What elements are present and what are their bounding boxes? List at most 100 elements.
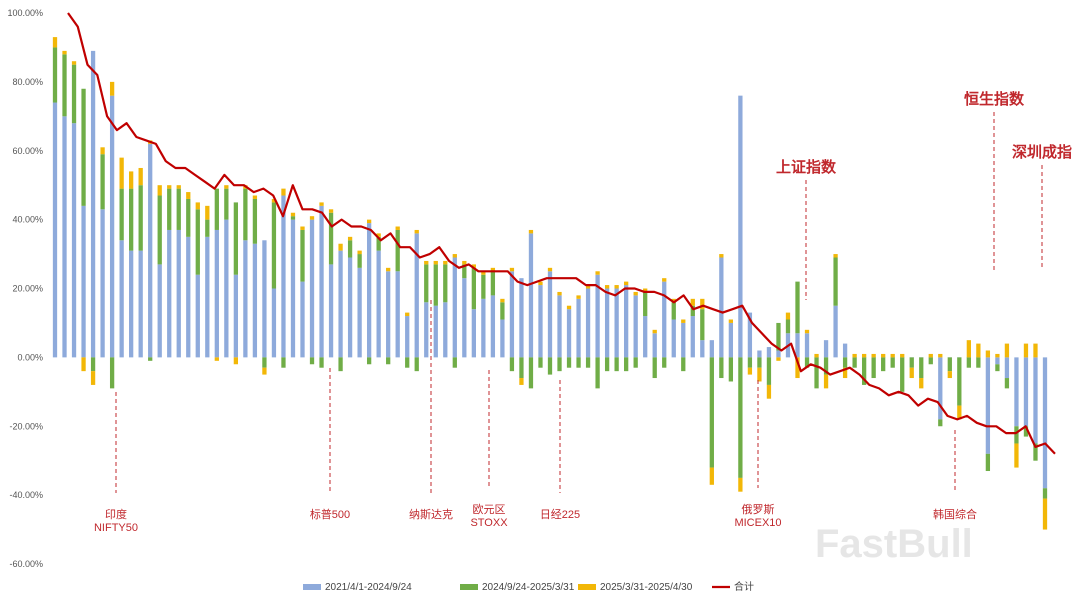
bar-segment xyxy=(681,319,686,323)
bar-segment xyxy=(1033,357,1038,444)
bar-segment xyxy=(690,316,695,358)
bar-segment xyxy=(395,271,400,358)
bar-segment xyxy=(814,357,819,389)
bar-segment xyxy=(890,353,895,358)
watermark: FastBull xyxy=(815,522,973,566)
bar-segment xyxy=(624,281,629,286)
bar-segment xyxy=(624,357,629,372)
bar-segment xyxy=(81,357,86,372)
bar-segment xyxy=(167,185,172,189)
bar-segment xyxy=(309,216,315,220)
bar-segment xyxy=(195,202,200,210)
bar-segment xyxy=(71,64,77,124)
bar-segment xyxy=(585,285,591,289)
bar-segment xyxy=(309,219,315,358)
bar-segment xyxy=(757,367,762,382)
bar-segment xyxy=(243,188,248,241)
bar-segment xyxy=(443,260,448,265)
bar-segment xyxy=(804,329,810,334)
annotation-label: 恒生指数 xyxy=(964,90,1025,108)
bar-segment xyxy=(747,357,753,368)
bar-segment xyxy=(262,367,267,375)
bar-segment xyxy=(566,305,572,310)
bar-segment xyxy=(766,357,772,385)
bar-segment xyxy=(861,353,867,358)
bar-segment xyxy=(738,95,743,358)
bar-segment xyxy=(462,264,467,279)
bar-segment xyxy=(252,195,258,199)
legend: 2021/4/1-2024/9/24 2024/9/24-2025/3/31 202… xyxy=(303,580,754,593)
bar-segment xyxy=(224,188,229,220)
bar-segment xyxy=(481,271,486,275)
bar-segment xyxy=(528,357,534,389)
bar-segment xyxy=(262,240,267,358)
bar-segment xyxy=(538,285,543,358)
bar-segment xyxy=(386,357,391,365)
bar-segment xyxy=(1023,343,1029,358)
bar-segment xyxy=(757,357,762,368)
bar-segment xyxy=(709,357,714,468)
legend-label: 2021/4/1-2024/9/24 xyxy=(325,582,412,593)
bar-segment xyxy=(71,123,77,358)
bar-segment xyxy=(129,188,134,251)
bar-segment xyxy=(338,243,343,251)
bar-segment xyxy=(547,271,553,358)
bar-segment xyxy=(319,205,324,358)
bar-segment xyxy=(766,347,772,358)
bar-segment xyxy=(938,353,943,358)
bar-segment xyxy=(481,298,486,358)
bar-segment xyxy=(519,357,524,379)
bar-segment xyxy=(576,295,581,299)
bar-segment xyxy=(233,274,239,358)
bar-segment xyxy=(357,250,362,255)
bar-segment xyxy=(566,357,572,368)
bar-segment xyxy=(728,322,734,358)
bar-segment xyxy=(119,240,124,358)
bar-segment xyxy=(395,226,400,230)
bar-segment xyxy=(681,322,686,358)
bar-segment xyxy=(357,267,362,358)
bar-segment xyxy=(995,353,1000,358)
bar-segment xyxy=(519,378,524,385)
bar-segment xyxy=(709,340,714,358)
bar-segment xyxy=(795,357,800,379)
y-tick-label: -20.00% xyxy=(9,421,43,431)
bar-segment xyxy=(157,195,162,265)
bar-segment xyxy=(490,271,496,296)
bar-segment xyxy=(719,357,724,379)
bar-segment xyxy=(119,157,124,189)
bar-segment xyxy=(966,340,971,358)
legend-label: 合计 xyxy=(734,580,754,593)
bar-segment xyxy=(709,467,714,485)
annotation-label: 标普500 xyxy=(310,507,350,521)
bar-segment xyxy=(414,233,419,358)
bar-segment xyxy=(462,278,467,358)
bar-segment xyxy=(728,357,734,382)
bar-segment xyxy=(252,198,258,244)
bar-segment xyxy=(1004,357,1010,379)
bar-segment xyxy=(881,357,886,372)
bar-segment xyxy=(281,195,286,358)
bar-segment xyxy=(1042,498,1048,530)
bar-segment xyxy=(833,254,838,258)
bar-segment xyxy=(262,357,267,368)
bar-segment xyxy=(405,312,410,317)
bar-segment xyxy=(643,288,648,292)
bar-segment xyxy=(290,212,296,217)
bar-segment xyxy=(347,257,353,358)
bar-segment xyxy=(776,357,781,361)
bar-segment xyxy=(795,333,800,358)
legend-swatch xyxy=(578,584,596,590)
bar-segment xyxy=(823,357,829,375)
bar-segment xyxy=(900,357,905,392)
bar-segment xyxy=(509,271,515,358)
bar-segment xyxy=(405,316,410,358)
bar-segment xyxy=(719,257,724,358)
bar-segment xyxy=(519,278,524,358)
bar-segment xyxy=(347,240,353,258)
legend-swatch xyxy=(303,584,321,590)
total-line xyxy=(67,12,1056,455)
bar-segment xyxy=(195,274,200,358)
bar-segment xyxy=(576,298,581,358)
bar-segment xyxy=(319,357,324,368)
